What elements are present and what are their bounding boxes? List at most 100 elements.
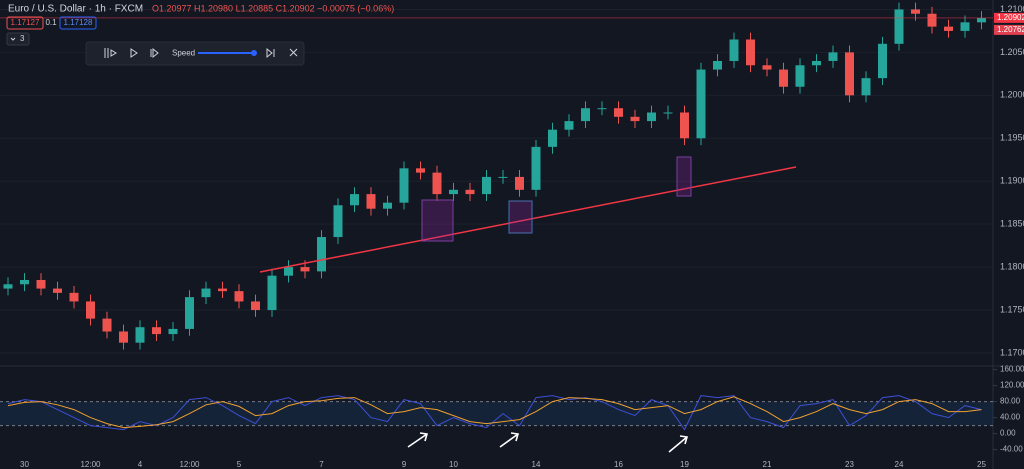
jump-icon[interactable] [266,47,275,59]
x-tick-label: 16 [614,460,623,469]
select-bar-icon[interactable] [104,48,117,58]
close-icon[interactable] [289,48,298,57]
candle-body [531,146,541,190]
x-tick-label: 12:00 [179,460,200,469]
y-tick-label: 80.00 [1000,397,1021,406]
candle-body [168,328,178,335]
y-tick-label: 160.00 [1000,365,1024,374]
candle-body [201,288,211,298]
candle-body [614,108,623,117]
x-tick-label: 30 [20,460,29,469]
highlight-box [508,200,533,234]
candle-body [366,194,376,209]
x-tick-label: 10 [449,460,458,469]
candle-body [86,301,95,319]
arrow [499,432,520,448]
sell-box[interactable] [6,16,44,30]
candle-body [317,237,326,272]
candle-body [102,318,112,332]
x-tick-label: 9 [402,460,407,469]
y-tick-label: 0.00 [1000,429,1016,438]
arrow [668,435,689,453]
candle-body [795,65,805,87]
x-tick-label: 7 [319,460,324,469]
x-tick-label: 23 [845,460,854,469]
candle-body [548,129,557,147]
symbol-title: Euro / U.S. Dollar · 1h · FXCM [8,4,143,15]
candle-body [498,176,508,178]
candle-body [828,52,838,61]
candle-body [399,168,409,203]
candle-body [482,176,491,195]
candle-body [630,116,640,122]
trend-line [259,166,797,273]
y-tick-label: 1.20500 [1000,47,1024,57]
candle-body [597,108,607,110]
candle-body [152,327,161,335]
candle-body [927,13,937,27]
x-tick-label: 21 [763,460,772,469]
candle-body [251,301,260,311]
candle-body [20,279,29,285]
candle-body [135,327,145,343]
bid-price: 1.17127 [11,18,40,27]
buy-box[interactable] [59,16,97,30]
candle-body [944,26,953,31]
x-tick-label: 12:00 [80,460,101,469]
candle-body [845,52,854,96]
candle-body [911,9,920,14]
candle-body [416,168,425,173]
y-tick-label: 1.20000 [1000,90,1024,100]
y-tick-label: 1.18500 [1000,219,1024,229]
y-tick-label: 1.18000 [1000,261,1024,271]
candle-body [3,284,13,289]
candle-body [861,78,871,96]
candle-body [465,189,475,195]
oscillator-line [7,396,982,429]
indicators-count: 3 [20,34,25,43]
candle-body [267,275,277,311]
x-tick-label: 4 [138,460,143,469]
price-tag [994,12,1024,23]
candle-body [977,18,986,23]
ask-price: 1.17128 [64,18,93,27]
candle-body [350,194,359,206]
play-icon[interactable] [130,48,138,58]
slider-knob[interactable] [251,50,257,56]
x-tick-label: 14 [532,460,541,469]
indicators-toggle[interactable] [6,32,30,46]
y-tick-label: 120.00 [1000,381,1024,390]
candle-body [647,112,656,122]
step-icon[interactable] [150,47,159,59]
candle-body [234,291,244,302]
arrows [407,432,689,453]
y-tick-label: 1.21000 [1000,4,1024,14]
candle-body [680,112,689,139]
candle-body [729,39,739,61]
candle-body [663,112,673,114]
candle-body [36,279,46,289]
replay-toolbar [85,41,305,66]
price-tag-label: 1.20762 [997,25,1024,34]
candle-body [581,108,590,122]
toolbar-icons [104,47,298,59]
x-tick-label: 25 [977,460,986,469]
y-tick-label: 1.17500 [1000,304,1024,314]
x-tick-label: 19 [680,460,689,469]
candle-body [449,189,458,195]
price-tag [994,24,1024,35]
y-tick-label: 40.00 [1000,413,1021,422]
candle-body [432,172,442,195]
candle-body [69,292,79,302]
candle-body [564,121,574,130]
candle-body [746,39,755,66]
x-tick-label: 5 [237,460,242,469]
speed-label: Speed [172,49,195,58]
highlight-box [676,156,692,197]
y-tick-label: 1.19500 [1000,133,1024,143]
candle-body [284,267,293,276]
candle-body [185,297,194,329]
